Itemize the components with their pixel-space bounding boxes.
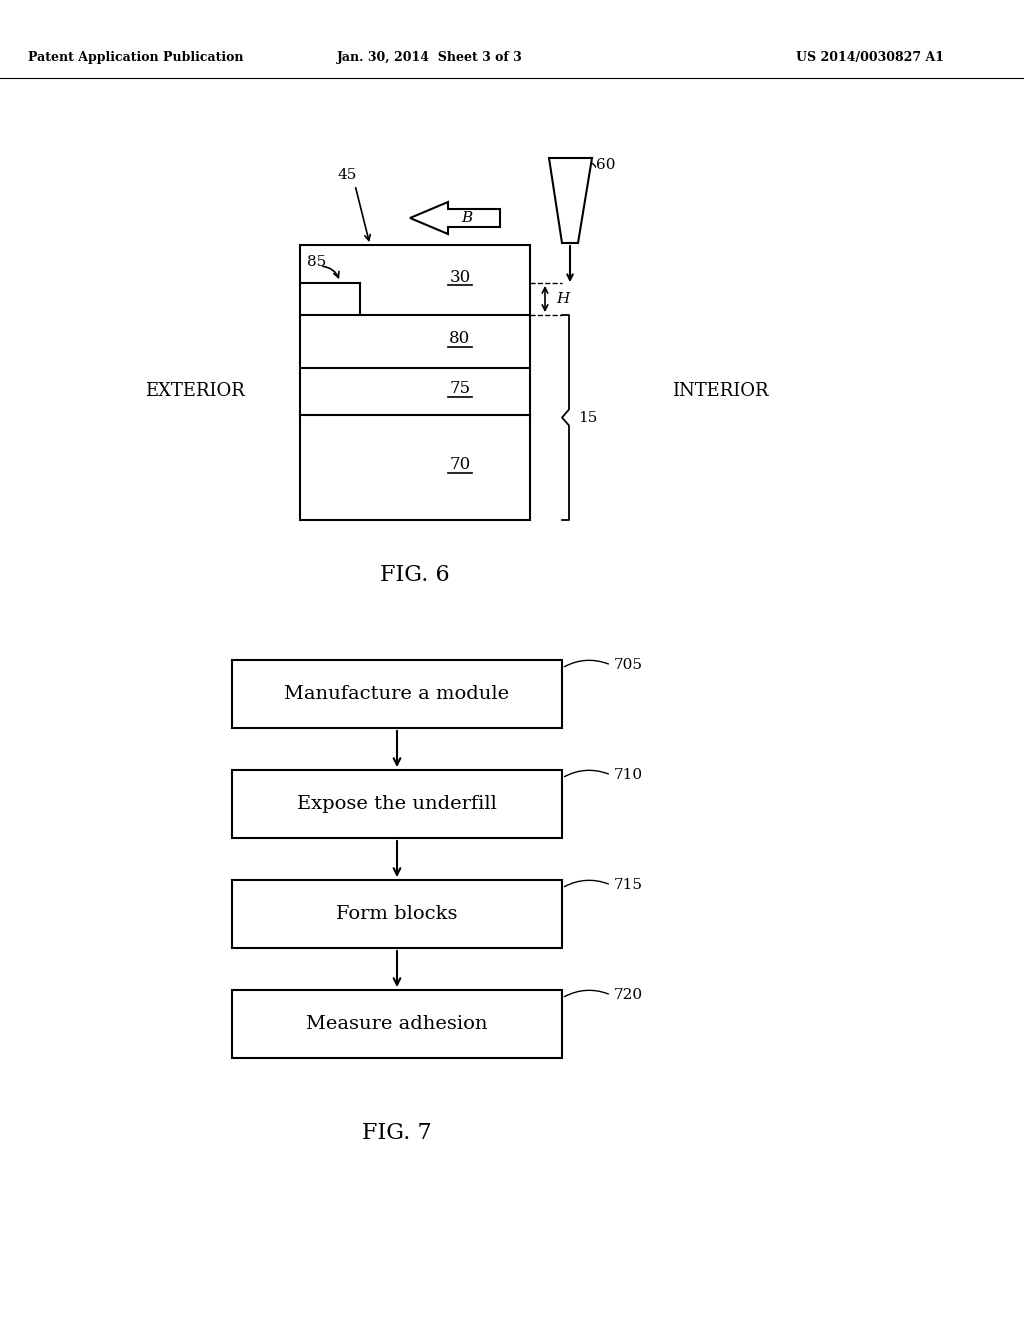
Text: 710: 710 [614,768,643,781]
Text: Jan. 30, 2014  Sheet 3 of 3: Jan. 30, 2014 Sheet 3 of 3 [337,51,523,65]
Polygon shape [549,158,592,243]
Text: 715: 715 [614,878,643,892]
Text: US 2014/0030827 A1: US 2014/0030827 A1 [796,51,944,65]
Text: 30: 30 [450,268,471,285]
Bar [232,770,562,838]
Text: Measure adhesion: Measure adhesion [306,1015,487,1034]
Text: 720: 720 [614,987,643,1002]
Text: 45: 45 [338,168,357,182]
Text: 60: 60 [596,158,615,172]
Text: Form blocks: Form blocks [336,906,458,923]
Text: Expose the underfill: Expose the underfill [297,795,497,813]
Text: Patent Application Publication: Patent Application Publication [28,51,244,65]
Text: Manufacture a module: Manufacture a module [285,685,510,704]
Text: 70: 70 [450,455,471,473]
Text: 80: 80 [450,330,471,347]
Text: 15: 15 [578,411,597,425]
Text: 705: 705 [614,657,643,672]
Text: INTERIOR: INTERIOR [672,383,768,400]
Text: 85: 85 [307,255,327,269]
Bar [232,990,562,1059]
Text: 75: 75 [450,380,471,397]
Bar [232,880,562,948]
Polygon shape [410,202,500,234]
Text: H: H [556,292,569,306]
Text: FIG. 6: FIG. 6 [380,564,450,586]
Text: FIG. 7: FIG. 7 [362,1122,432,1144]
Text: B: B [462,211,473,224]
Text: EXTERIOR: EXTERIOR [145,383,245,400]
Bar [300,246,530,520]
Bar [232,660,562,729]
